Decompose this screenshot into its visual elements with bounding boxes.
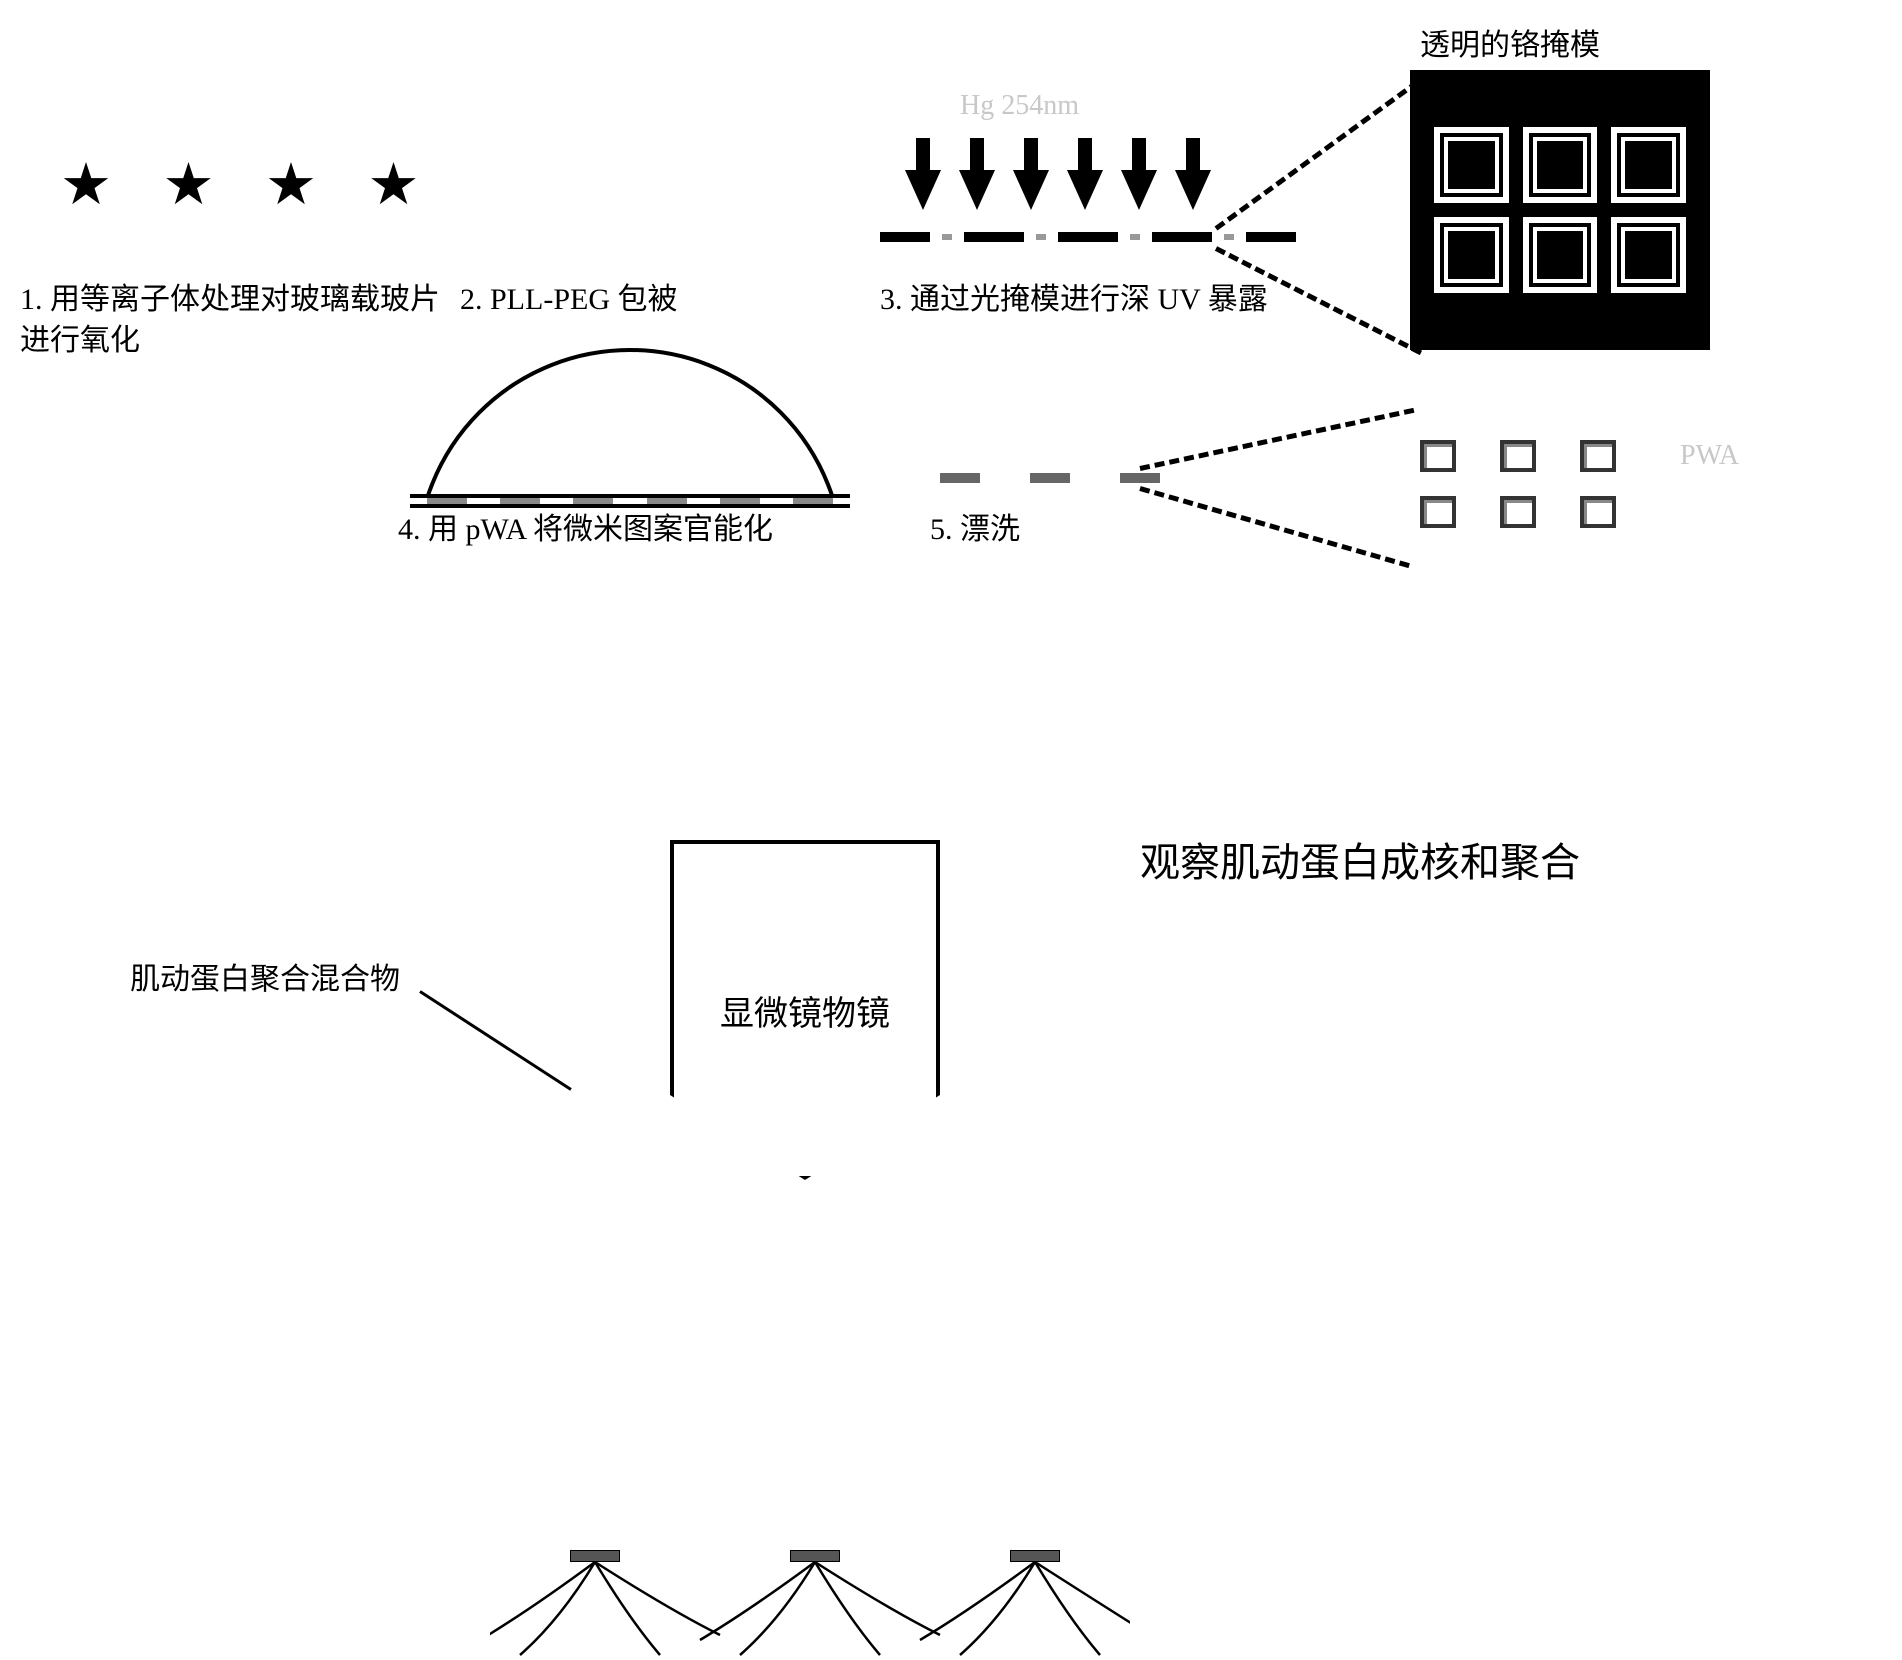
actin-mix-label: 肌动蛋白聚合混合物	[130, 960, 400, 1001]
uv-arrows-icon	[905, 170, 1211, 210]
chrome-mask-icon	[1410, 70, 1710, 350]
micropattern-grid-icon	[1420, 440, 1616, 528]
connector-dash-bot2	[1139, 486, 1410, 568]
step3-label: 3. 通过光掩模进行深 UV 暴露	[880, 280, 1280, 321]
pwa-pattern-label: PWA	[1680, 440, 1739, 472]
microscope-objective-icon: 显微镜物镜	[670, 840, 940, 1180]
connector-dash-top1	[1215, 80, 1420, 231]
actin-pointer-line	[419, 990, 572, 1091]
step2-label: 2. PLL-PEG 包被	[460, 280, 678, 321]
connector-dash-bot1	[1139, 408, 1414, 471]
plasma-stars-icon: ★ ★ ★ ★	[60, 150, 437, 218]
observe-label: 观察肌动蛋白成核和聚合	[1140, 830, 1580, 888]
step1-label: 1. 用等离子体处理对玻璃载玻片进行氧化	[20, 280, 440, 361]
uv-wavelength-label: Hg 254nm	[960, 90, 1079, 122]
mask-title: 透明的铬掩模	[1420, 20, 1600, 64]
actin-filaments-icon	[490, 1550, 1130, 1660]
patterned-substrate-icon	[880, 232, 1296, 242]
rinse-segments-icon	[940, 470, 1210, 488]
step5-label: 5. 漂洗	[930, 510, 1020, 551]
droplet-dome-icon	[410, 358, 850, 518]
objective-label: 显微镜物镜	[720, 986, 890, 1035]
